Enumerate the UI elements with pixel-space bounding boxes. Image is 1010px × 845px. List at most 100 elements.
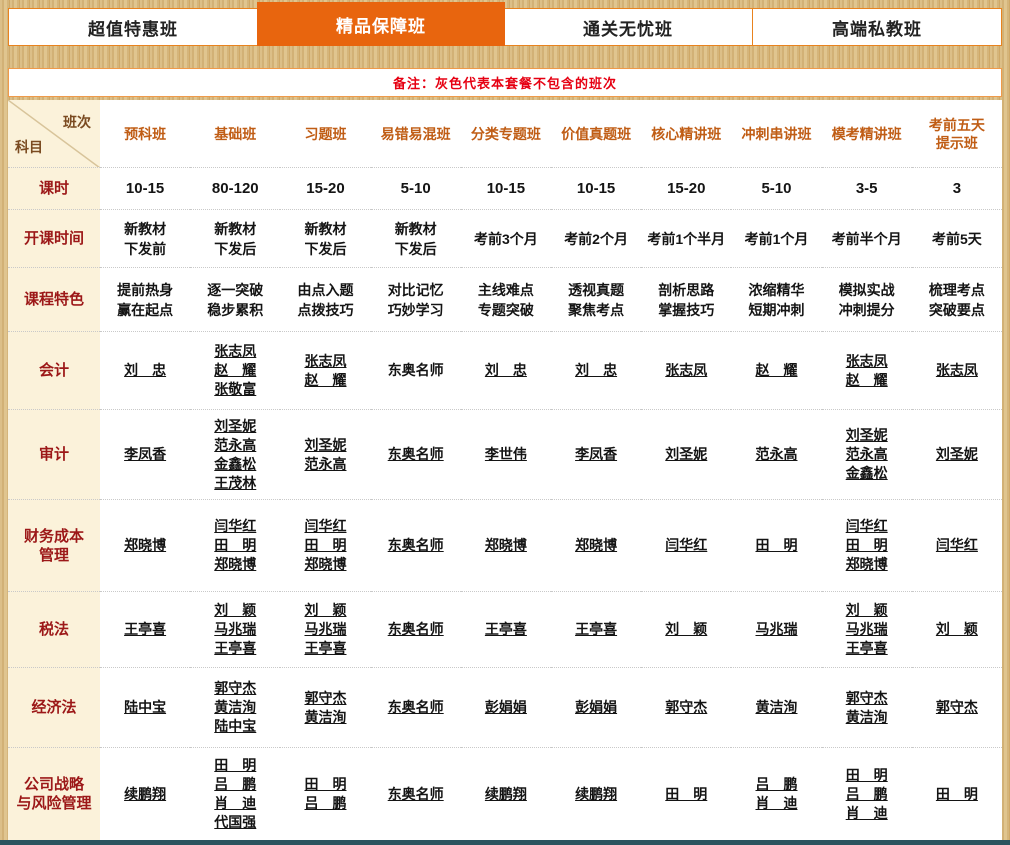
teacher-link[interactable]: 刘 忠 xyxy=(124,362,167,378)
teacher-link[interactable]: 郭守杰 xyxy=(304,689,347,706)
teacher-link[interactable]: 刘圣妮 xyxy=(935,446,978,462)
teacher-link[interactable]: 赵 耀 xyxy=(755,362,798,378)
teacher-link[interactable]: 田 明 xyxy=(755,537,798,553)
teacher-link[interactable]: 东奥名师 xyxy=(387,537,444,553)
teacher-link[interactable]: 郭守杰 xyxy=(935,699,978,715)
teacher-link[interactable]: 郑晓博 xyxy=(124,537,167,553)
teacher-link[interactable]: 田 明 xyxy=(304,537,347,553)
teacher-link[interactable]: 闫华红 xyxy=(304,518,347,534)
teacher-link[interactable]: 黄洁洵 xyxy=(845,708,888,725)
info-cell: 10-15 xyxy=(460,168,551,210)
teacher-link[interactable]: 刘圣妮 xyxy=(214,417,257,434)
teacher-link[interactable]: 李世伟 xyxy=(484,446,527,462)
teacher-link[interactable]: 范永高 xyxy=(845,446,888,462)
teacher-link[interactable]: 闫华红 xyxy=(214,518,257,534)
teacher-link[interactable]: 马兆瑞 xyxy=(845,621,888,637)
teacher-link[interactable]: 马兆瑞 xyxy=(304,621,347,637)
teacher-link[interactable]: 田 明 xyxy=(845,537,888,553)
teacher-link[interactable]: 赵 耀 xyxy=(304,371,347,388)
teacher-link[interactable]: 刘 颖 xyxy=(935,621,978,637)
tab-item[interactable]: 精品保障班 xyxy=(257,2,505,46)
teacher-link[interactable]: 郭守杰 xyxy=(845,689,888,706)
teacher-link[interactable]: 刘 颖 xyxy=(665,621,708,637)
teacher-link[interactable]: 范永高 xyxy=(304,455,347,472)
teacher-link[interactable]: 黄洁洵 xyxy=(214,699,257,715)
teacher-link[interactable]: 张志凤 xyxy=(935,362,978,378)
teacher-link[interactable]: 张志凤 xyxy=(304,352,347,369)
teacher-link[interactable]: 刘 颖 xyxy=(214,602,257,618)
teacher-link[interactable]: 郑晓博 xyxy=(845,556,888,572)
teacher-link[interactable]: 肖 迪 xyxy=(214,795,257,811)
teacher-link[interactable]: 马兆瑞 xyxy=(755,621,798,637)
teacher-link[interactable]: 郑晓博 xyxy=(484,537,527,553)
teacher-link[interactable]: 王亭喜 xyxy=(124,621,167,637)
tab-item[interactable]: 超值特惠班 xyxy=(9,9,258,45)
teacher-link[interactable]: 田 明 xyxy=(935,785,978,802)
teacher-link[interactable]: 范永高 xyxy=(214,436,257,453)
teacher-link[interactable]: 王亭喜 xyxy=(304,640,347,656)
teacher-link[interactable]: 彭娟娟 xyxy=(484,699,527,715)
teacher-link[interactable]: 田 明 xyxy=(214,757,257,773)
teacher-link[interactable]: 王亭喜 xyxy=(484,621,527,637)
teacher-link[interactable]: 郑晓博 xyxy=(304,556,347,572)
teacher-link[interactable]: 东奥名师 xyxy=(387,699,444,715)
teacher-link[interactable]: 王亭喜 xyxy=(575,621,618,637)
teacher-link[interactable]: 郑晓博 xyxy=(575,537,618,553)
teacher-link[interactable]: 吕 鹏 xyxy=(755,776,798,792)
teacher-link[interactable]: 王茂林 xyxy=(214,474,257,491)
teacher-link[interactable]: 李凤香 xyxy=(124,446,167,462)
teacher-link[interactable]: 东奥名师 xyxy=(387,621,444,637)
teacher-link[interactable]: 赵 耀 xyxy=(214,362,257,378)
table-header-row: 班次 科目 预科班 基础班 习题班 易错易混班 分类专题班 价值真题班 核心精讲班 冲刺串讲班 模考… xyxy=(8,100,1002,168)
teacher-link[interactable]: 刘 颖 xyxy=(845,602,888,618)
teacher-link[interactable]: 吕 鹏 xyxy=(304,795,347,811)
teacher-link[interactable]: 刘 忠 xyxy=(484,362,527,378)
teacher-link[interactable]: 马兆瑞 xyxy=(214,621,257,637)
teacher-link[interactable]: 张志凤 xyxy=(665,362,708,378)
teacher-link[interactable]: 彭娟娟 xyxy=(575,699,618,715)
teacher-link[interactable]: 吕 鹏 xyxy=(214,776,257,792)
teacher-link[interactable]: 东奥名师 xyxy=(387,785,444,802)
teacher-link[interactable]: 吕 鹏 xyxy=(845,785,888,802)
teacher-link[interactable]: 闫华红 xyxy=(845,518,888,534)
row-label: 税法 xyxy=(8,592,100,668)
teacher-link[interactable]: 金鑫松 xyxy=(845,465,888,481)
teacher-cell: 刘 颖马兆瑞 王亭喜 xyxy=(190,592,281,668)
teacher-link[interactable]: 黄洁洵 xyxy=(755,699,798,715)
teacher-link[interactable]: 王亭喜 xyxy=(214,640,257,656)
tab-item[interactable]: 通关无忧班 xyxy=(504,9,753,45)
teacher-link[interactable]: 东奥名师 xyxy=(387,446,444,462)
teacher-link[interactable]: 刘圣妮 xyxy=(304,436,347,453)
teacher-link[interactable]: 张志凤 xyxy=(214,343,257,359)
teacher-link[interactable]: 续鹏翔 xyxy=(575,785,618,802)
teacher-link[interactable]: 田 明 xyxy=(304,776,347,792)
teacher-link[interactable]: 代国强 xyxy=(214,814,257,830)
teacher-link[interactable]: 刘圣妮 xyxy=(665,446,708,462)
teacher-link[interactable]: 肖 迪 xyxy=(845,804,888,821)
teacher-link[interactable]: 李凤香 xyxy=(575,446,618,462)
teacher-link[interactable]: 续鹏翔 xyxy=(124,785,167,802)
teacher-link[interactable]: 续鹏翔 xyxy=(484,785,527,802)
teacher-link[interactable]: 刘 忠 xyxy=(575,362,618,378)
teacher-link[interactable]: 刘 颖 xyxy=(304,602,347,618)
teacher-link[interactable]: 张敬富 xyxy=(214,381,257,397)
teacher-link[interactable]: 金鑫松 xyxy=(214,455,257,472)
teacher-link[interactable]: 陆中宝 xyxy=(124,699,167,715)
teacher-link[interactable]: 王亭喜 xyxy=(845,640,888,656)
teacher-link[interactable]: 范永高 xyxy=(755,446,798,462)
teacher-link[interactable]: 闫华红 xyxy=(665,537,708,553)
teacher-link[interactable]: 田 明 xyxy=(214,537,257,553)
teacher-link[interactable]: 黄洁洵 xyxy=(304,708,347,725)
teacher-link[interactable]: 肖 迪 xyxy=(755,795,798,811)
teacher-link[interactable]: 陆中宝 xyxy=(214,718,257,734)
teacher-link[interactable]: 闫华红 xyxy=(935,537,978,553)
teacher-link[interactable]: 田 明 xyxy=(845,766,888,783)
teacher-link[interactable]: 张志凤 xyxy=(845,352,888,369)
teacher-link[interactable]: 刘圣妮 xyxy=(845,427,888,443)
teacher-link[interactable]: 田 明 xyxy=(665,785,708,802)
teacher-link[interactable]: 赵 耀 xyxy=(845,371,888,388)
teacher-link[interactable]: 郭守杰 xyxy=(665,699,708,715)
teacher-link[interactable]: 郭守杰 xyxy=(214,680,257,696)
teacher-link[interactable]: 郑晓博 xyxy=(214,556,257,572)
tab-item[interactable]: 高端私教班 xyxy=(753,9,1001,45)
